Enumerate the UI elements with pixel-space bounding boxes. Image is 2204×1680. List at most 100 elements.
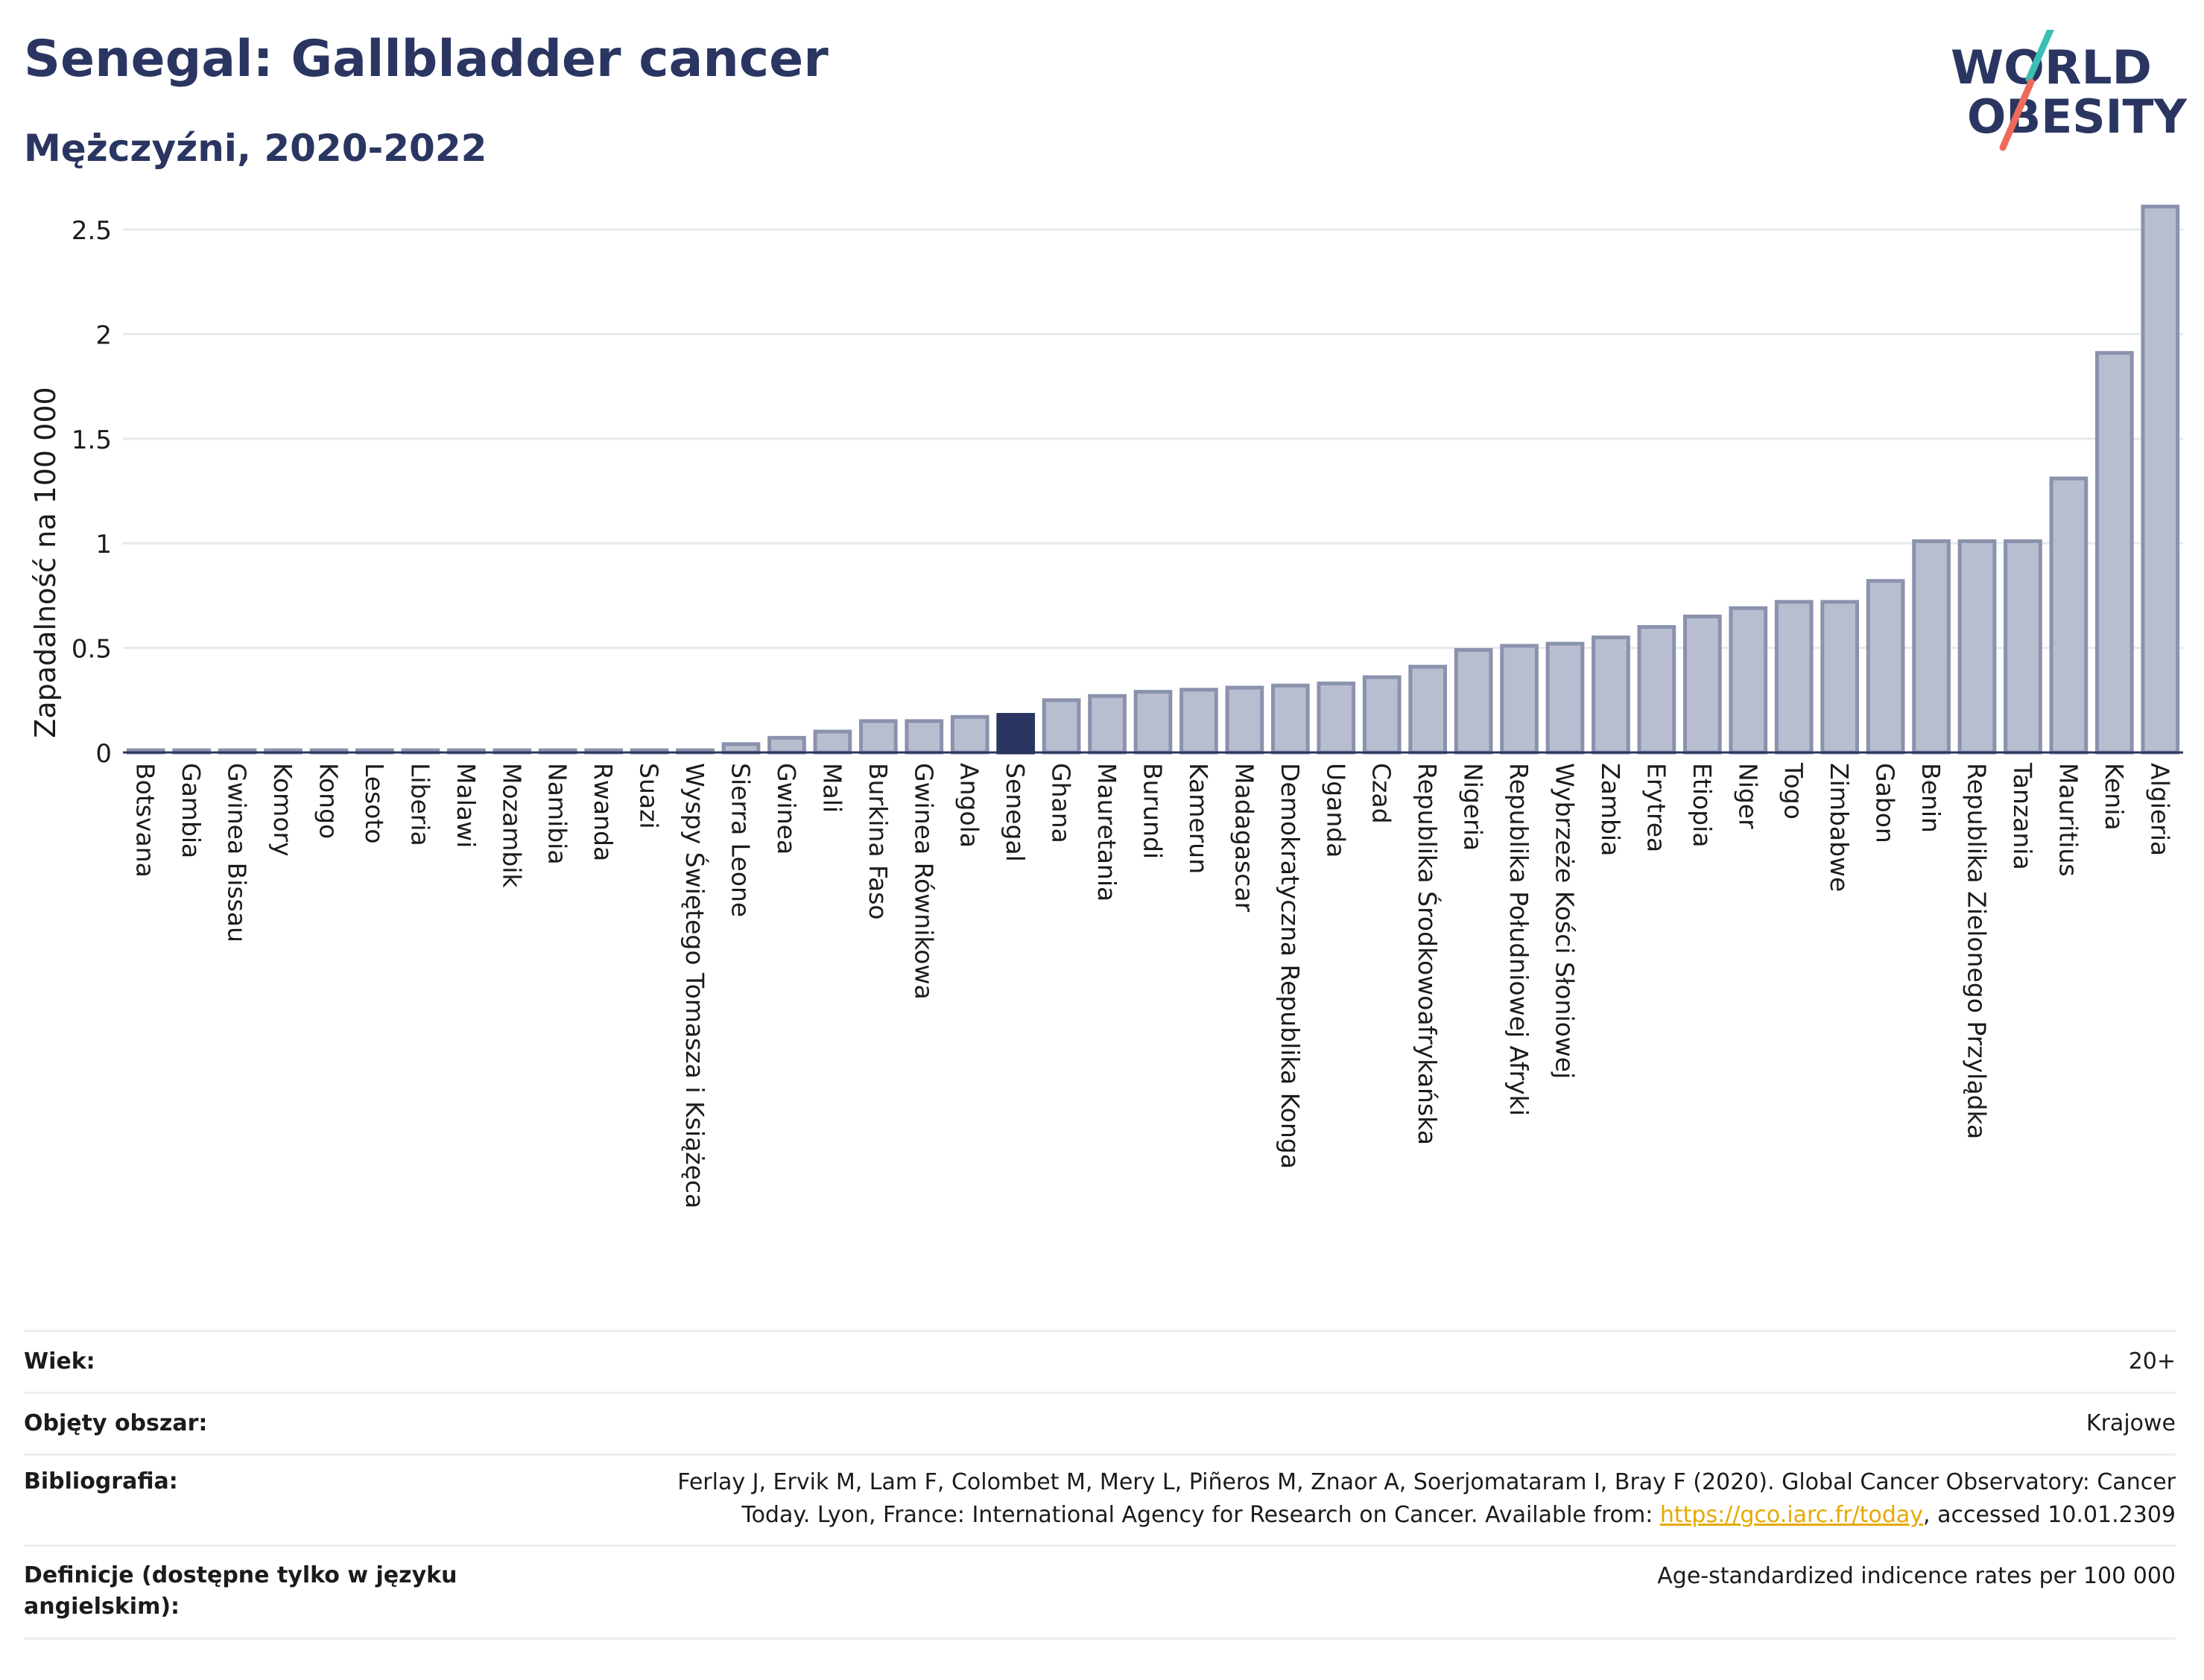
x-tick-label: Algieria (2145, 763, 2174, 856)
meta-value-area: Krajowe (2086, 1410, 2176, 1436)
x-tick-label: Mauretania (1092, 763, 1121, 901)
x-tick-label: Ghana (1047, 763, 1076, 843)
x-tick-label: Demokratyczna Republika Konga (1276, 763, 1305, 1169)
page-subtitle: Mężczyźni, 2020-2022 (24, 127, 487, 170)
bar-burundi (1133, 690, 1173, 755)
bar-gwinea (767, 735, 806, 755)
bar-madagascar (1225, 685, 1264, 755)
logo-slash-coral (1999, 78, 2035, 151)
logo-line1: WORLD (1951, 40, 2152, 95)
x-tick-label: Burkina Faso (864, 763, 893, 920)
bar-erytrea (1637, 625, 1676, 755)
meta-key-area: Objęty obszar: (24, 1410, 208, 1436)
x-tick-label: Angola (955, 763, 984, 848)
bar-czad (1362, 675, 1402, 755)
meta-row-bibliography: Bibliografia: Ferlay J, Ervik M, Lam F, … (24, 1454, 2176, 1544)
bar-angola (950, 714, 989, 755)
y-tick-label: 0 (95, 739, 112, 769)
meta-value-definitions: Age-standardized indicence rates per 100… (1657, 1563, 2176, 1589)
bar-chart: 0 0.5 1 1.5 2 2.5 Zapadalność na 100 000 Bots… (29, 204, 2183, 1208)
bar-ghana (1042, 698, 1081, 755)
page-title: Senegal: Gallbladder cancer (24, 30, 829, 89)
x-tick-label: Uganda (1321, 763, 1350, 858)
x-tick-label: Mozambik (497, 763, 526, 888)
metadata-table: Wiek: 20+ Objęty obszar: Krajowe Bibliog… (24, 1330, 2176, 1640)
x-tick-label: Togo (1779, 762, 1808, 820)
x-tick-label: Kongo (314, 763, 343, 839)
bar-benin (1912, 539, 1951, 755)
bar-republika-zielonego-przylądka (1957, 539, 1997, 755)
x-tick-label: Burundi (1139, 763, 1168, 859)
grid-lines (123, 228, 2183, 650)
bibliography-accessed: , accessed 10.01.2309 (1923, 1502, 2176, 1528)
x-tick-label: Wyspy Świętego Tomasza i Książęca (680, 763, 710, 1208)
x-tick-label: Republika Południowej Afryki (1504, 763, 1533, 1116)
x-tick-label: Etiopia (1688, 763, 1717, 848)
x-tick-label: Suazi (635, 763, 664, 829)
meta-row-definitions: Definicje (dostępne tylko w języku angie… (24, 1544, 2176, 1640)
y-tick-label: 2 (95, 320, 112, 350)
bar-kenia (2094, 351, 2134, 755)
bar-gwinea-równikowa (905, 719, 944, 755)
meta-key-definitions: Definicje (dostępne tylko w języku angie… (24, 1562, 457, 1620)
bar-zambia (1592, 635, 1630, 755)
y-tick-label: 2.5 (72, 216, 112, 246)
meta-row-area: Objęty obszar: Krajowe (24, 1392, 2176, 1454)
bar-togo (1774, 600, 1814, 755)
x-tick-label: Kamerun (1184, 763, 1213, 874)
y-axis-label: Zapadalność na 100 000 (29, 387, 62, 738)
x-tick-label: Benin (1916, 763, 1945, 833)
y-tick-label: 1 (95, 530, 112, 560)
bar-republika-południowej-afryki (1500, 644, 1539, 755)
x-tick-label: Zimbabwe (1825, 763, 1854, 892)
x-tick-label: Niger (1733, 763, 1762, 829)
x-tick-label: Czad (1367, 763, 1396, 824)
x-tick-label: Sierra Leone (726, 763, 756, 917)
x-tick-label: Republika Środkowoafrykańska (1413, 763, 1443, 1145)
bar-gabon (1866, 579, 1905, 755)
bars (126, 204, 2180, 755)
bar-demokratyczna-republika-konga (1270, 683, 1310, 755)
bar-republika-środkowoafrykańska (1408, 665, 1448, 755)
meta-key-age: Wiek: (24, 1348, 95, 1375)
bar-algieria (2141, 204, 2180, 755)
y-tick-label: 0.5 (72, 635, 112, 665)
bar-wybrzeże-kości-słoniowej (1545, 641, 1585, 755)
x-tick-label: Mauritius (2053, 763, 2083, 877)
x-tick-label: Liberia (405, 763, 434, 846)
x-tick-label: Botsvana (131, 763, 160, 878)
bibliography-line-1: Ferlay J, Ervik M, Lam F, Colombet M, Me… (677, 1469, 2176, 1495)
bar-zimbabwe (1820, 600, 1860, 755)
x-tick-label: Lesoto (360, 763, 389, 844)
bibliography-line-2: Today. Lyon, France: International Agenc… (486, 1499, 2176, 1532)
bar-tanzania (2004, 539, 2042, 755)
x-tick-label: Gwinea Bissau (223, 763, 252, 942)
meta-bottom-border (24, 1638, 2176, 1640)
bar-mauritius (2049, 476, 2089, 755)
y-axis-ticks: 0 0.5 1 1.5 2 2.5 (72, 216, 112, 769)
bar-etiopia (1682, 615, 1722, 755)
x-tick-label: Gwinea (772, 763, 801, 855)
x-tick-label: Zambia (1596, 763, 1625, 856)
bar-uganda (1317, 681, 1356, 755)
bibliography-text: Today. Lyon, France: International Agenc… (741, 1502, 1660, 1528)
meta-value-age: 20+ (2128, 1348, 2176, 1375)
x-tick-label: Mali (817, 763, 846, 813)
bibliography-link[interactable]: https://gco.iarc.fr/today (1659, 1502, 1924, 1528)
x-tick-label: Rwanda (589, 763, 618, 861)
meta-value-bibliography: Ferlay J, Ervik M, Lam F, Colombet M, Me… (486, 1466, 2176, 1544)
bar-burkina-faso (858, 719, 898, 755)
world-obesity-logo: WORLD OBESITY (1951, 30, 2188, 151)
bar-sierra-leone (721, 742, 761, 755)
x-axis-labels: Botsvana Gambia Gwinea Bissau Komory Kongo Le… (131, 762, 2175, 1208)
x-tick-label: Namibia (543, 763, 572, 865)
x-tick-label: Tanzania (2008, 762, 2037, 870)
x-tick-label: Republika Zielonego Przylądka (1963, 763, 1992, 1139)
x-tick-label: Erytrea (1641, 763, 1671, 852)
bar-senegal (996, 712, 1036, 755)
x-tick-label: Gambia (177, 763, 206, 858)
x-tick-label: Senegal (1001, 763, 1030, 862)
bar-mauretania (1088, 694, 1127, 755)
x-tick-label: Malawi (452, 763, 481, 848)
bar-nigeria (1454, 647, 1493, 755)
